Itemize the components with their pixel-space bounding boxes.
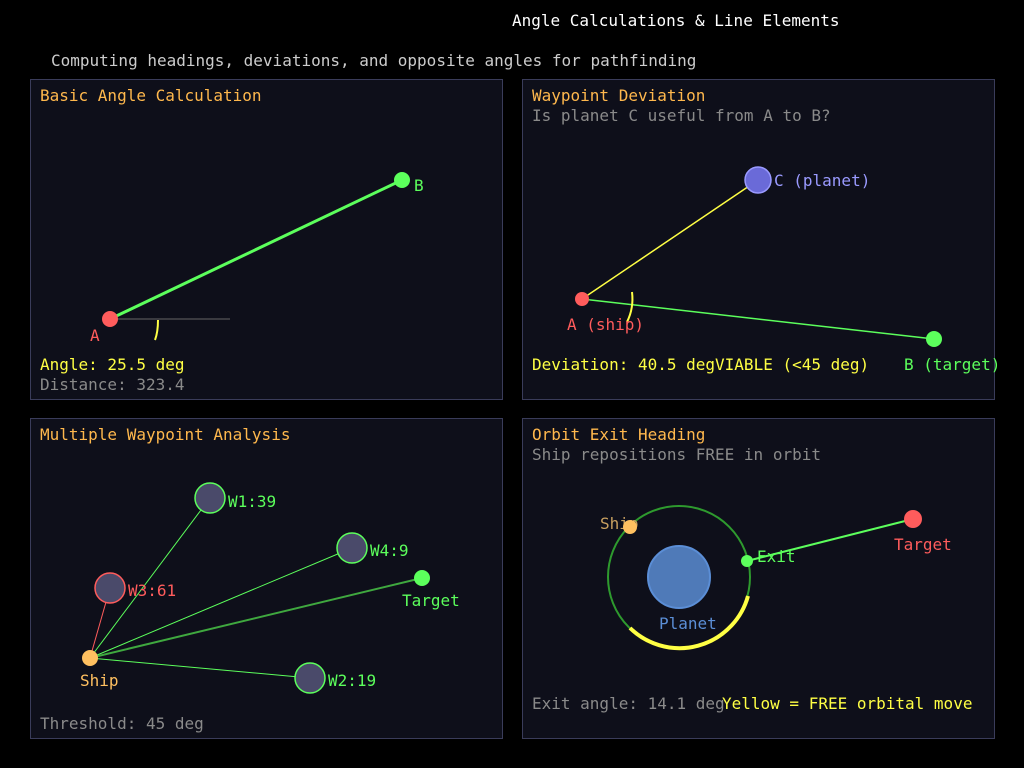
planet-label: Planet [659, 614, 717, 633]
point-c-planet [744, 166, 772, 194]
panel-title: Waypoint Deviation [532, 86, 705, 105]
target-point [904, 510, 922, 528]
ship-point [623, 520, 637, 534]
waypoint-w1 [194, 482, 226, 514]
line-a-b [109, 178, 403, 321]
panel-title: Basic Angle Calculation [40, 86, 262, 105]
panel-orbit-exit: Orbit Exit Heading Ship repositions FREE… [522, 418, 995, 739]
label-a: A [90, 326, 100, 345]
angle-arc [154, 319, 159, 341]
line-ship-w1 [89, 497, 211, 659]
point-a [102, 311, 118, 327]
point-b-target [926, 331, 942, 347]
threshold-readout: Threshold: 45 deg [40, 714, 204, 733]
panel-multiple-waypoint: Multiple Waypoint Analysis W1:39 W4:9 W3… [30, 418, 503, 739]
deviation-readout: Deviation: 40.5 degVIABLE (<45 deg) [532, 355, 869, 374]
exit-label: Exit [757, 547, 796, 566]
waypoint-label: W1:39 [228, 492, 276, 511]
angle-readout: Angle: 25.5 deg [40, 355, 185, 374]
line-ship-w2 [89, 657, 311, 679]
panel-subtitle: Is planet C useful from A to B? [532, 106, 831, 125]
legend-free-move: Yellow = FREE orbital move [722, 694, 972, 713]
deviation-arc [626, 291, 634, 323]
point-b [394, 172, 410, 188]
label-a: A (ship) [567, 315, 644, 334]
panel-subtitle: Ship repositions FREE in orbit [532, 445, 821, 464]
ship-label: Ship [80, 671, 119, 690]
exit-angle-readout: Exit angle: 14.1 deg [532, 694, 725, 713]
free-orbit-arc [628, 595, 750, 651]
verdict: VIABLE (<45 deg) [715, 355, 869, 374]
waypoint-w4 [336, 532, 368, 564]
panel-frame [522, 79, 995, 400]
line-ship-w4 [89, 547, 353, 659]
waypoint-label: W3:61 [128, 581, 176, 600]
panel-title: Orbit Exit Heading [532, 425, 705, 444]
exit-heading-line [746, 518, 914, 562]
exit-point [741, 555, 753, 567]
panel-frame [30, 79, 503, 400]
page-subtitle: Computing headings, deviations, and oppo… [51, 51, 696, 70]
planet [647, 545, 711, 609]
waypoint-w2 [294, 662, 326, 694]
label-b: B (target) [904, 355, 1000, 374]
target-label: Target [894, 535, 952, 554]
line-a-b [581, 298, 935, 340]
label-c: C (planet) [774, 171, 870, 190]
panel-basic-angle: Basic Angle Calculation A B Angle: 25.5 … [30, 79, 503, 400]
target-label: Target [402, 591, 460, 610]
point-a-ship [575, 292, 589, 306]
waypoint-label: W2:19 [328, 671, 376, 690]
line-a-c [581, 179, 759, 300]
waypoint-label: W4:9 [370, 541, 409, 560]
panel-frame [522, 418, 995, 739]
deviation-value: Deviation: 40.5 deg [532, 355, 715, 374]
ship-point [82, 650, 98, 666]
waypoint-w3 [94, 572, 126, 604]
line-ship-target [89, 577, 423, 659]
target-point [414, 570, 430, 586]
label-b: B [414, 176, 424, 195]
panel-waypoint-deviation: Waypoint Deviation Is planet C useful fr… [522, 79, 1000, 400]
page-title: Angle Calculations & Line Elements [512, 11, 840, 30]
distance-readout: Distance: 323.4 [40, 375, 185, 394]
panel-title: Multiple Waypoint Analysis [40, 425, 290, 444]
